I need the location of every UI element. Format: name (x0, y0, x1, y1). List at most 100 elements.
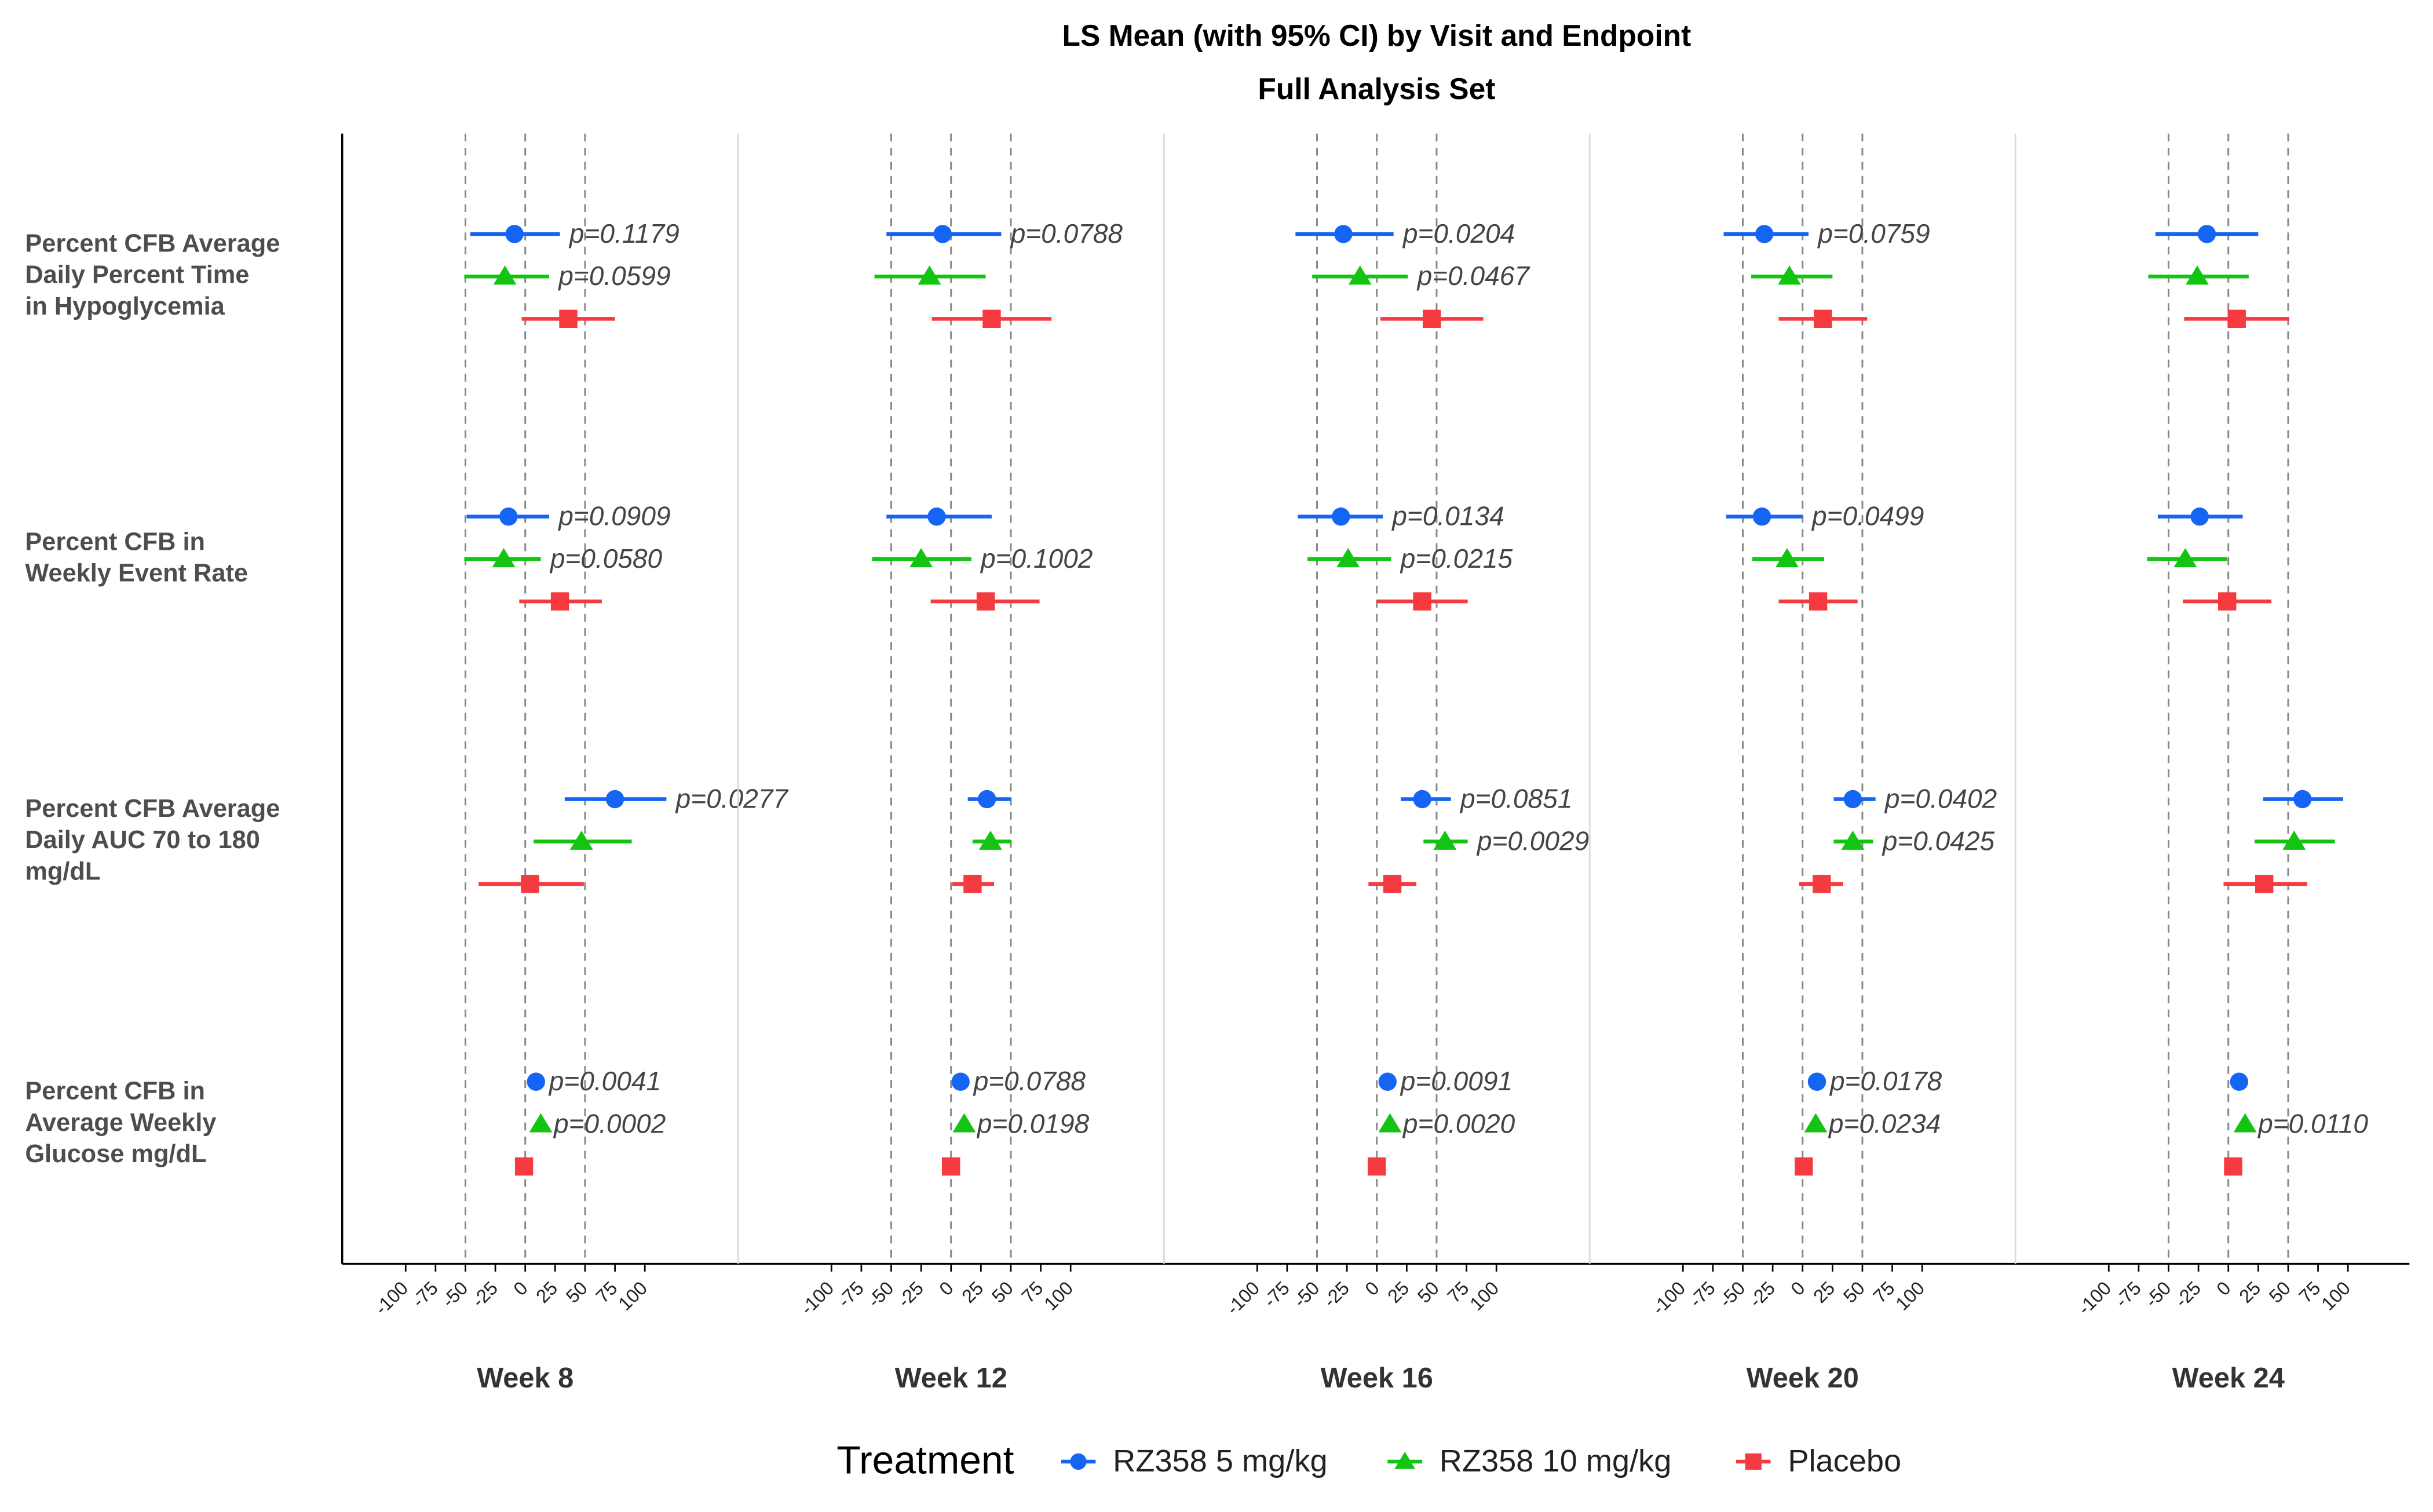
endpoint-label: Average Weekly (25, 1109, 216, 1137)
x-tick-label: 25 (2235, 1277, 2264, 1307)
point (1775, 547, 1799, 568)
p-value-label: p=0.0788 (1010, 218, 1123, 249)
point (1807, 1072, 1826, 1091)
point (1334, 225, 1353, 243)
point (505, 225, 524, 243)
point (977, 790, 996, 809)
p-value-label: p=0.0851 (1459, 783, 1572, 813)
x-tick-label: -75 (2111, 1277, 2145, 1312)
point (1841, 830, 1865, 850)
x-tick-label: -100 (797, 1277, 838, 1319)
x-tick-label: 0 (510, 1277, 532, 1299)
point (909, 547, 933, 568)
x-tick-label: 100 (1891, 1277, 1928, 1314)
point (982, 309, 1001, 328)
p-value-label: p=0.0020 (1402, 1108, 1515, 1138)
point (527, 1072, 546, 1091)
x-tick-label: 0 (1787, 1277, 1809, 1299)
x-tick-label: -100 (1222, 1277, 1263, 1319)
legend-title: Treatment (836, 1439, 1014, 1482)
point (499, 507, 518, 526)
p-value-label: p=0.0029 (1476, 826, 1589, 856)
point (1413, 790, 1431, 809)
x-tick-label: -75 (1259, 1277, 1294, 1312)
x-tick-label: 50 (1413, 1277, 1443, 1307)
point (1755, 225, 1774, 243)
legend-label: RZ358 10 mg/kg (1440, 1444, 1672, 1478)
point (521, 875, 539, 893)
x-tick-label: 50 (2265, 1277, 2295, 1307)
x-tick-label: 100 (614, 1277, 651, 1314)
point (1778, 265, 1801, 285)
point (2233, 1113, 2257, 1133)
point (1795, 1157, 1813, 1176)
endpoint-label: Daily AUC 70 to 180 (25, 826, 260, 854)
point (1336, 547, 1360, 568)
point (1368, 1157, 1386, 1176)
point (1378, 1072, 1397, 1091)
p-value-label: p=0.0425 (1882, 826, 1995, 856)
point (918, 265, 941, 285)
x-tick-label: 25 (532, 1277, 561, 1307)
point (493, 265, 517, 285)
p-value-label: p=0.0198 (976, 1108, 1090, 1138)
point (927, 507, 946, 526)
x-tick-label: -50 (1715, 1277, 1749, 1312)
point (492, 547, 516, 568)
point (933, 225, 952, 243)
point (1422, 309, 1441, 328)
x-tick-label: 25 (1383, 1277, 1413, 1307)
point (2230, 1072, 2249, 1091)
endpoint-label: mg/dL (25, 857, 100, 885)
legend-item: RZ358 10 mg/kg (1387, 1444, 1671, 1478)
point (1752, 507, 1771, 526)
point (569, 830, 593, 850)
x-tick-label: 25 (958, 1277, 987, 1307)
legend-marker (1394, 1451, 1416, 1469)
p-value-label: p=0.1002 (980, 543, 1093, 574)
point (2293, 790, 2312, 809)
p-value-label: p=0.1179 (568, 218, 680, 249)
point (529, 1113, 553, 1133)
x-tick-label: -100 (2074, 1277, 2115, 1319)
point (514, 1157, 534, 1176)
x-tick-label: -75 (1685, 1277, 1719, 1312)
point (2197, 225, 2216, 243)
point (2282, 830, 2306, 850)
point (952, 1113, 976, 1133)
x-tick-label: 0 (1361, 1277, 1383, 1299)
legend-item: Placebo (1736, 1444, 1901, 1478)
point (550, 592, 569, 611)
point (1383, 875, 1402, 893)
p-value-label: p=0.0580 (549, 543, 663, 574)
p-value-label: p=0.0759 (1817, 218, 1930, 249)
panel-label: Week 12 (895, 1363, 1007, 1394)
point (605, 790, 624, 809)
endpoint-label: Percent CFB Average (25, 795, 280, 823)
x-tick-label: -50 (2141, 1277, 2175, 1312)
point (2224, 1157, 2242, 1176)
point (976, 592, 995, 611)
legend-marker (1070, 1453, 1087, 1470)
p-value-label: p=0.0134 (1391, 501, 1504, 531)
panel-label: Week 8 (477, 1363, 573, 1394)
point (1332, 507, 1350, 526)
panel-label: Week 24 (2172, 1363, 2285, 1394)
point (2173, 547, 2197, 568)
x-tick-label: 50 (562, 1277, 591, 1307)
point (1348, 265, 1372, 285)
p-value-label: p=0.0909 (557, 501, 670, 531)
endpoint-label: Percent CFB Average (25, 229, 280, 257)
p-value-label: p=0.0234 (1828, 1108, 1941, 1138)
x-tick-label: -50 (1289, 1277, 1324, 1312)
x-tick-label: -50 (438, 1277, 472, 1312)
point (1843, 790, 1862, 809)
point (1413, 592, 1431, 611)
x-tick-label: -25 (1319, 1277, 1353, 1312)
point (1814, 309, 1832, 328)
chart-subtitle: Full Analysis Set (1258, 72, 1495, 105)
x-tick-label: 50 (988, 1277, 1017, 1307)
x-tick-label: -75 (834, 1277, 868, 1312)
